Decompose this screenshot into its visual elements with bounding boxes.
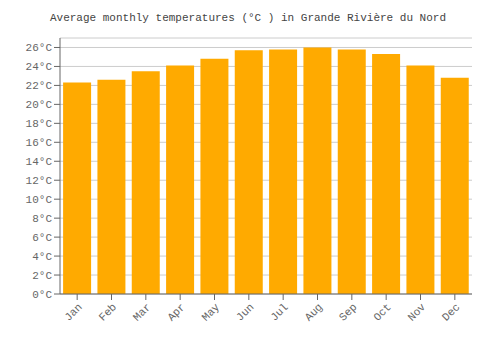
svg-text:Aug: Aug — [303, 301, 325, 323]
svg-text:18°C: 18°C — [26, 118, 53, 130]
svg-text:Sep: Sep — [337, 301, 359, 323]
svg-text:Jan: Jan — [62, 301, 84, 323]
svg-text:24°C: 24°C — [26, 61, 53, 73]
svg-text:Nov: Nov — [406, 301, 429, 324]
svg-text:Oct: Oct — [371, 301, 393, 323]
svg-text:22°C: 22°C — [26, 80, 53, 92]
svg-text:26°C: 26°C — [26, 42, 53, 54]
svg-text:6°C: 6°C — [32, 232, 52, 244]
svg-text:Jul: Jul — [268, 301, 290, 323]
html-text:Average monthly temperatures (: Average monthly temperatures (°C ) in Gr… — [50, 12, 446, 24]
svg-text:Apr: Apr — [165, 301, 187, 323]
svg-text:4°C: 4°C — [32, 251, 52, 263]
svg-text:20°C: 20°C — [26, 99, 53, 111]
svg-text:Feb: Feb — [97, 301, 119, 323]
svg-text:0°C: 0°C — [32, 289, 52, 301]
svg-text:Mar: Mar — [131, 301, 153, 323]
svg-text:8°C: 8°C — [32, 213, 52, 225]
svg-text:12°C: 12°C — [26, 175, 53, 187]
svg-text:2°C: 2°C — [32, 270, 52, 282]
svg-text:May: May — [200, 301, 223, 324]
svg-text:10°C: 10°C — [26, 194, 53, 206]
svg-text:Dec: Dec — [440, 301, 462, 323]
svg-text:14°C: 14°C — [26, 156, 53, 168]
svg-text:Jun: Jun — [234, 301, 256, 323]
svg-text:16°C: 16°C — [26, 137, 53, 149]
